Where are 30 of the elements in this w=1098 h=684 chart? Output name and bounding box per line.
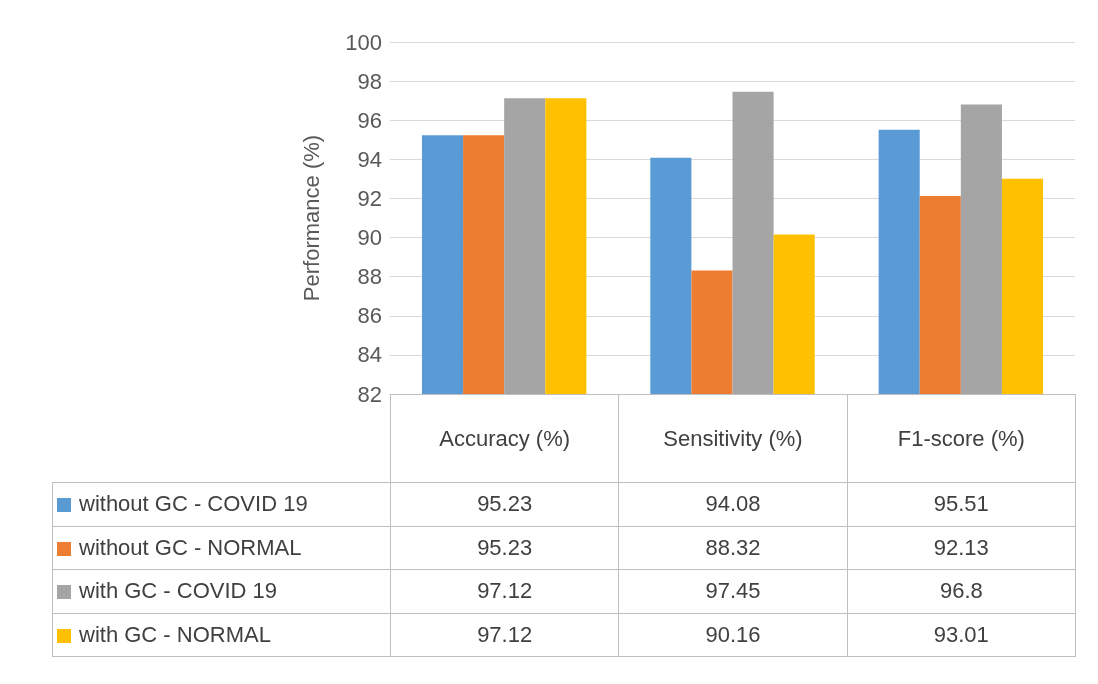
y-tick-label: 90 [357,225,382,251]
y-tick-label: 88 [357,264,382,290]
y-tick-label: 100 [345,29,382,55]
x-tick-label: F1-score (%) [847,394,1076,483]
data-label: 90.16 [618,613,848,657]
data-label: 93.01 [847,613,1076,657]
data-label: 97.45 [618,569,848,613]
y-tick-label: 86 [357,303,382,329]
data-label: 97.12 [390,613,619,657]
legend-label: with GC - NORMAL [52,613,391,657]
legend-label: with GC - COVID 19 [52,569,391,613]
data-label: 95.51 [847,482,1076,526]
legend-label: without GC - NORMAL [52,526,391,570]
data-label: 96.8 [847,569,1076,613]
y-tick-label: 94 [357,146,382,172]
y-axis-title: Performance (%) [298,134,324,302]
legend-label: without GC - COVID 19 [52,482,391,526]
data-label: 95.23 [390,526,619,570]
data-label: 94.08 [618,482,848,526]
y-tick-label: 84 [357,342,382,368]
y-tick-label: 82 [357,381,382,407]
data-label: 95.23 [390,482,619,526]
data-label: 92.13 [847,526,1076,570]
y-tick-label: 96 [357,107,382,133]
y-tick-label: 98 [357,68,382,94]
y-tick-label: 92 [357,185,382,211]
data-label: 88.32 [618,526,848,570]
data-label: 97.12 [390,569,619,613]
x-tick-label: Sensitivity (%) [618,394,848,483]
x-tick-label: Accuracy (%) [390,394,619,483]
